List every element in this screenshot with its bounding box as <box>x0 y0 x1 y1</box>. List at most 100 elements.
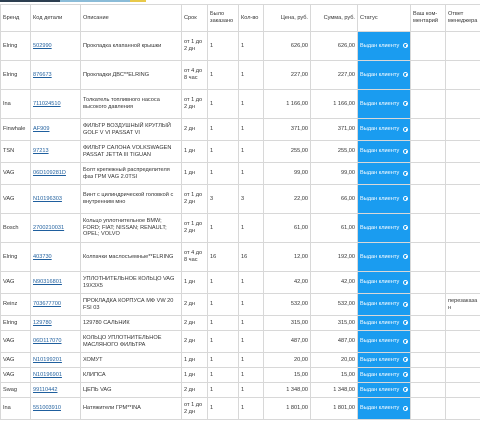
manager-reply-cell: перезаказан <box>445 293 480 316</box>
manager-reply-cell <box>445 352 480 368</box>
clock-icon[interactable] <box>403 148 408 154</box>
price-cell: 1 166,00 <box>263 89 311 119</box>
col-header-comment: Ваш ком-ментарий <box>410 4 446 32</box>
part-code-link[interactable]: 99110442 <box>33 386 58 393</box>
brand-cell: VAG <box>0 352 31 368</box>
clock-icon[interactable] <box>403 338 408 344</box>
clock-icon[interactable] <box>403 101 408 107</box>
description-cell: УПЛОТНИТЕЛЬНОЕ КОЛЬЦО VAG 19X3X5 <box>80 271 182 294</box>
part-code-link[interactable]: 2700210031 <box>33 224 65 231</box>
term-cell: 1 дн <box>181 271 208 294</box>
comment-cell[interactable] <box>410 31 446 61</box>
term-cell: 2 дн <box>181 330 208 353</box>
clock-icon[interactable] <box>403 72 408 78</box>
status-badge: Выдан клиенту <box>357 242 411 272</box>
part-code-link[interactable]: 876673 <box>33 71 52 78</box>
comment-cell[interactable] <box>410 60 446 90</box>
clock-icon[interactable] <box>403 387 408 393</box>
brand-cell: VAG <box>0 184 31 214</box>
part-code-cell: N10199201 <box>30 352 81 368</box>
table-row: VAG 06D117070 КОЛЬЦО УПЛОТНИТЕЛЬНОЕ МАСЛ… <box>0 330 480 353</box>
brand-cell: TSN <box>0 140 31 163</box>
clock-icon[interactable] <box>403 126 408 132</box>
description-cell: 129780 САЛЬНИК <box>80 315 182 331</box>
comment-cell[interactable] <box>410 367 446 383</box>
price-cell: 315,00 <box>263 315 311 331</box>
status-label: Выдан клиенту <box>360 224 400 231</box>
comment-cell[interactable] <box>410 118 446 141</box>
col-header-qty: Кол-во <box>238 4 264 32</box>
comment-cell[interactable] <box>410 162 446 185</box>
part-code-cell: 502990 <box>30 31 81 61</box>
part-code-link[interactable]: 97213 <box>33 148 49 155</box>
status-badge: Выдан клиенту <box>357 31 411 61</box>
comment-cell[interactable] <box>410 315 446 331</box>
description-cell: Толкатель топливного насоса высокого дав… <box>80 89 182 119</box>
part-code-link[interactable]: 403730 <box>33 253 52 260</box>
table-row: VAG N10196901 КЛИПСА 1 дн 1 1 15,00 15,0… <box>0 367 480 383</box>
comment-cell[interactable] <box>410 184 446 214</box>
part-code-cell: N10196901 <box>30 367 81 383</box>
comment-cell[interactable] <box>410 242 446 272</box>
part-code-link[interactable]: 703677700 <box>33 301 61 308</box>
qty-cell: 1 <box>238 31 264 61</box>
term-cell: от 1 до 2 дн <box>181 213 208 243</box>
term-cell: от 4 до 8 час <box>181 60 208 90</box>
term-cell: 2 дн <box>181 118 208 141</box>
term-cell: 1 дн <box>181 140 208 163</box>
table-header-row: Бренд Код детали Описание Срок Было зака… <box>0 4 480 32</box>
comment-cell[interactable] <box>410 352 446 368</box>
term-cell: 2 дн <box>181 315 208 331</box>
status-badge: Выдан клиенту <box>357 140 411 163</box>
part-code-cell: 06D117070 <box>30 330 81 353</box>
top-bar-segment-dark <box>0 0 60 2</box>
status-badge: Выдан клиенту <box>357 213 411 243</box>
sum-cell: 1 166,00 <box>310 89 358 119</box>
part-code-link[interactable]: N10196303 <box>33 195 62 202</box>
comment-cell[interactable] <box>410 397 446 420</box>
sum-cell: 99,00 <box>310 162 358 185</box>
price-cell: 1 801,00 <box>263 397 311 420</box>
part-code-link[interactable]: N10196901 <box>33 371 62 378</box>
part-code-link[interactable]: 06D117070 <box>33 338 62 345</box>
description-cell: ПРОКЛАДКА КОРПУСА МФ VW 20 FSI 03 <box>80 293 182 316</box>
brand-cell: Ina <box>0 397 31 420</box>
clock-icon[interactable] <box>403 357 408 363</box>
clock-icon[interactable] <box>403 320 408 326</box>
part-code-link[interactable]: 06D109281D <box>33 170 66 177</box>
manager-reply-cell <box>445 184 480 214</box>
description-cell: Натяжители ГРМ**INA <box>80 397 182 420</box>
clock-icon[interactable] <box>403 254 408 260</box>
clock-icon[interactable] <box>403 279 408 285</box>
description-cell: Винт с цилиндрической головкой с внутрен… <box>80 184 182 214</box>
clock-icon[interactable] <box>403 196 408 202</box>
clock-icon[interactable] <box>403 43 408 49</box>
part-code-link[interactable]: 551003910 <box>33 405 61 412</box>
clock-icon[interactable] <box>403 405 408 411</box>
part-code-link[interactable]: AF909 <box>33 126 50 133</box>
comment-cell[interactable] <box>410 271 446 294</box>
comment-cell[interactable] <box>410 293 446 316</box>
comment-cell[interactable] <box>410 89 446 119</box>
part-code-link[interactable]: 129780 <box>33 319 52 326</box>
part-code-link[interactable]: N10199201 <box>33 356 62 363</box>
comment-cell[interactable] <box>410 330 446 353</box>
status-badge: Выдан клиенту <box>357 89 411 119</box>
comment-cell[interactable] <box>410 213 446 243</box>
description-cell: Прокладка клапанной крышки <box>80 31 182 61</box>
brand-cell: VAG <box>0 330 31 353</box>
clock-icon[interactable] <box>403 170 408 176</box>
part-code-link[interactable]: 711024510 <box>33 100 61 107</box>
comment-cell[interactable] <box>410 140 446 163</box>
qty-cell: 1 <box>238 162 264 185</box>
qty-cell: 1 <box>238 60 264 90</box>
qty-cell: 16 <box>238 242 264 272</box>
comment-cell[interactable] <box>410 382 446 398</box>
col-header-description: Описание <box>80 4 182 32</box>
part-code-link[interactable]: 502990 <box>33 42 52 49</box>
description-cell: Болт крепежный распределителя фаз ГРМ VA… <box>80 162 182 185</box>
clock-icon[interactable] <box>403 372 408 378</box>
part-code-link[interactable]: N90316801 <box>33 279 62 286</box>
clock-icon[interactable] <box>403 225 408 231</box>
clock-icon[interactable] <box>403 301 408 307</box>
